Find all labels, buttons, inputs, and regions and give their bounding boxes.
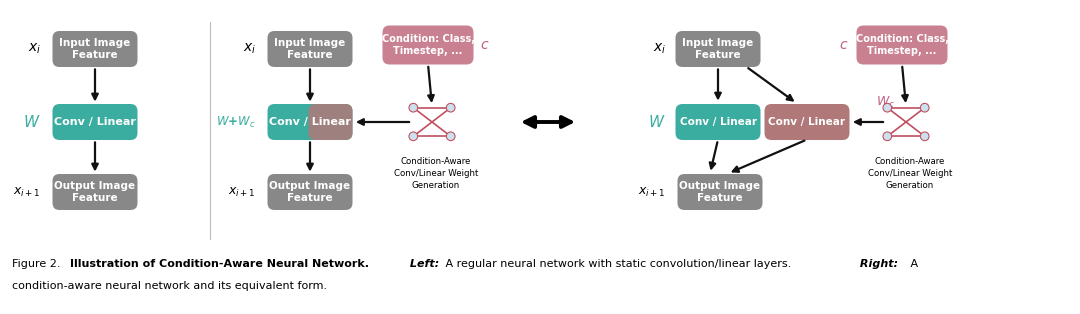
Text: $W$: $W$ <box>648 114 666 130</box>
Circle shape <box>885 133 890 139</box>
Text: $x_i$: $x_i$ <box>28 42 41 56</box>
Text: $W_c$: $W_c$ <box>877 95 895 110</box>
FancyBboxPatch shape <box>765 104 850 140</box>
Circle shape <box>921 105 928 111</box>
Circle shape <box>410 133 417 139</box>
Text: A regular neural network with static convolution/linear layers.: A regular neural network with static con… <box>442 259 792 269</box>
Circle shape <box>920 132 929 140</box>
Text: $c$: $c$ <box>480 38 489 52</box>
FancyBboxPatch shape <box>309 104 352 140</box>
Text: Input Image
Feature: Input Image Feature <box>683 38 754 60</box>
Text: $W$: $W$ <box>24 114 41 130</box>
Circle shape <box>921 133 928 139</box>
Text: $x_i$: $x_i$ <box>652 42 666 56</box>
FancyBboxPatch shape <box>53 104 137 140</box>
Text: Conv / Linear: Conv / Linear <box>679 117 756 127</box>
Circle shape <box>920 104 929 112</box>
FancyBboxPatch shape <box>268 174 352 210</box>
Text: Condition-Aware
Conv/Linear Weight
Generation: Condition-Aware Conv/Linear Weight Gener… <box>868 157 953 190</box>
Text: Condition: Class,
Timestep, ...: Condition: Class, Timestep, ... <box>855 34 948 56</box>
Text: Conv / Linear: Conv / Linear <box>54 117 136 127</box>
Text: Output Image
Feature: Output Image Feature <box>54 181 136 203</box>
Text: Input Image
Feature: Input Image Feature <box>274 38 346 60</box>
Text: Left:: Left: <box>406 259 440 269</box>
FancyBboxPatch shape <box>675 31 760 67</box>
FancyBboxPatch shape <box>268 31 352 67</box>
Text: A: A <box>907 259 918 269</box>
Text: Output Image
Feature: Output Image Feature <box>269 181 351 203</box>
Circle shape <box>447 105 454 111</box>
Text: Input Image
Feature: Input Image Feature <box>59 38 131 60</box>
Text: condition-aware neural network and its equivalent form.: condition-aware neural network and its e… <box>12 281 327 291</box>
Text: $x_{i+1}$: $x_{i+1}$ <box>13 186 41 198</box>
FancyBboxPatch shape <box>268 104 352 140</box>
FancyBboxPatch shape <box>53 174 137 210</box>
Text: $x_{i+1}$: $x_{i+1}$ <box>228 186 256 198</box>
Circle shape <box>883 132 891 140</box>
Text: $c$: $c$ <box>838 38 848 52</box>
Circle shape <box>446 104 455 112</box>
Circle shape <box>410 105 417 111</box>
Text: Conv / Linear: Conv / Linear <box>769 117 846 127</box>
Circle shape <box>885 105 890 111</box>
Text: $x_i$: $x_i$ <box>243 42 256 56</box>
Text: Condition-Aware
Conv/Linear Weight
Generation: Condition-Aware Conv/Linear Weight Gener… <box>394 157 478 190</box>
Text: $x_{i+1}$: $x_{i+1}$ <box>638 186 666 198</box>
FancyBboxPatch shape <box>856 25 947 64</box>
Text: Conv / Linear: Conv / Linear <box>269 117 351 127</box>
Circle shape <box>409 132 418 140</box>
Text: Illustration of Condition-Aware Neural Network.: Illustration of Condition-Aware Neural N… <box>70 259 369 269</box>
Text: $W$+$W_c$: $W$+$W_c$ <box>216 114 256 130</box>
Circle shape <box>447 133 454 139</box>
Text: Figure 2.: Figure 2. <box>12 259 64 269</box>
FancyBboxPatch shape <box>382 25 473 64</box>
FancyBboxPatch shape <box>677 174 762 210</box>
Text: Output Image
Feature: Output Image Feature <box>679 181 760 203</box>
Circle shape <box>883 104 891 112</box>
Text: Right:: Right: <box>856 259 899 269</box>
FancyBboxPatch shape <box>53 31 137 67</box>
Text: Condition: Class,
Timestep, ...: Condition: Class, Timestep, ... <box>381 34 474 56</box>
Circle shape <box>409 104 418 112</box>
Circle shape <box>446 132 455 140</box>
FancyBboxPatch shape <box>675 104 760 140</box>
